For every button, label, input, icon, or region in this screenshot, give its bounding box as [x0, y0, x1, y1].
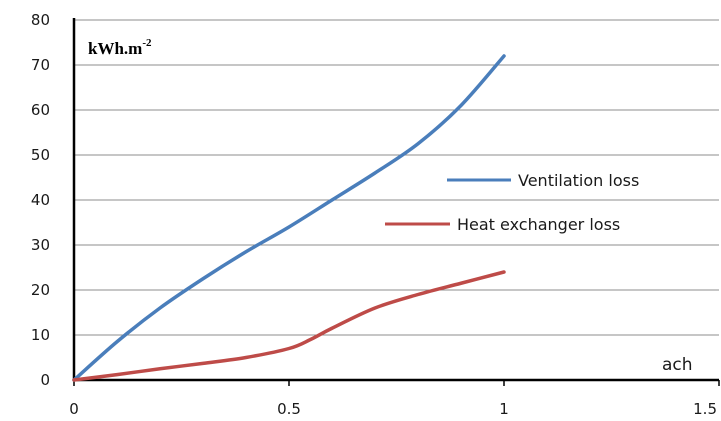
legend-label: Ventilation loss — [518, 171, 639, 190]
x-tick-label: 1.5 — [693, 400, 717, 418]
x-tick-labels: 0 0.5 1 1.5 — [69, 400, 717, 418]
y-tick-label: 10 — [31, 326, 50, 344]
y-tick-label: 60 — [31, 101, 50, 119]
series-line-ventilation-loss — [72, 54, 506, 382]
y-tick-label: 0 — [40, 371, 50, 389]
y-tick-label: 70 — [31, 56, 50, 74]
y-tick-label: 40 — [31, 191, 50, 209]
y-tick-label: 50 — [31, 146, 50, 164]
legend-label: Heat exchanger loss — [457, 215, 620, 234]
series-lines — [72, 54, 506, 382]
x-tick-label: 1 — [499, 400, 509, 418]
y-tick-label: 30 — [31, 236, 50, 254]
x-tick-label: 0 — [69, 400, 79, 418]
y-tick-label: 80 — [31, 11, 50, 29]
x-axis-label: ach — [662, 355, 693, 375]
y-tick-labels: 0 10 20 30 40 50 60 70 80 — [31, 11, 50, 389]
legend: Ventilation loss Heat exchanger loss — [385, 171, 639, 234]
y-axis-unit-label: kWh.m-2 — [88, 37, 152, 58]
y-tick-label: 20 — [31, 281, 50, 299]
axes — [72, 18, 720, 386]
gridlines — [74, 19, 719, 336]
series-line-heat-exchanger-loss — [72, 270, 506, 382]
x-tick-label: 0.5 — [277, 400, 301, 418]
